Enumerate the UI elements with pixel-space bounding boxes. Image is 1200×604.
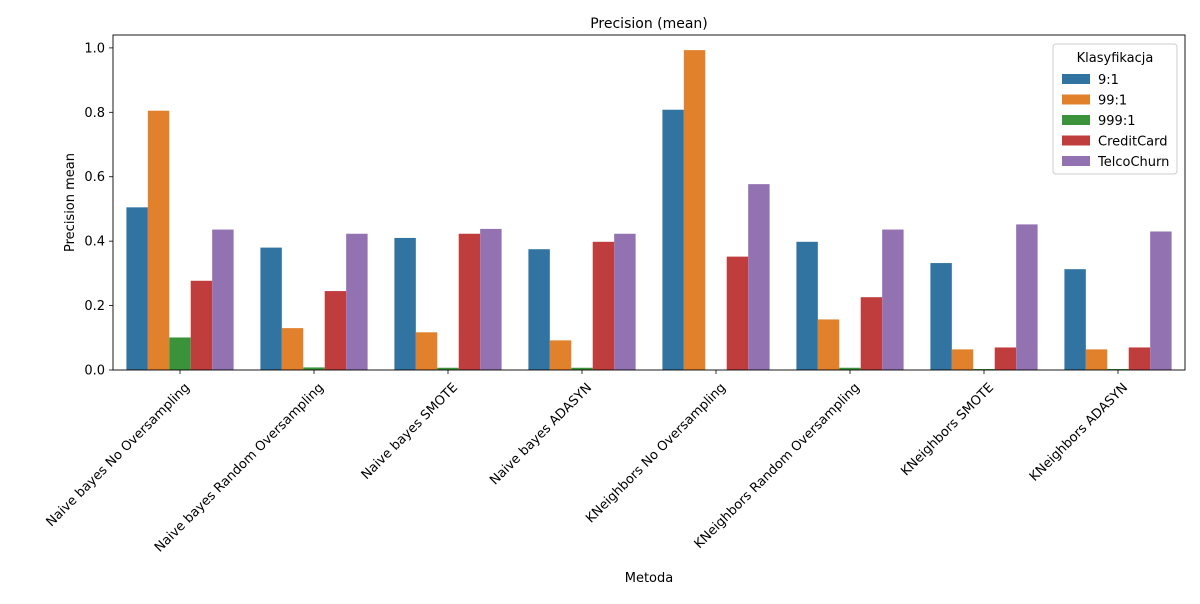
- y-tick-label: 0.0: [84, 364, 105, 379]
- bar-99-1-1: [281, 328, 304, 371]
- y-axis: 0.0 0.2 0.4 0.6 0.8 1.0: [84, 41, 113, 379]
- bar-99-1-5: [817, 319, 840, 370]
- y-tick-label: 0.6: [84, 170, 105, 185]
- plot-frame: [112, 34, 1186, 371]
- bar-9-1-1: [260, 247, 282, 370]
- legend-swatch: [1062, 94, 1090, 105]
- chart-title: Precision (mean): [590, 16, 708, 32]
- x-tick-label: KNeighbors SMOTE: [898, 380, 997, 479]
- bar-99-1-6: [951, 349, 974, 370]
- bar-telcochurn-5: [882, 229, 904, 370]
- x-tick-label: Naive bayes Random Oversampling: [152, 380, 327, 555]
- bar-999-1-6: [973, 369, 995, 370]
- bar-telcochurn-2: [480, 228, 502, 370]
- bar-creditcard-0: [190, 280, 213, 370]
- legend-label: TelcoChurn: [1097, 155, 1169, 170]
- bar-telcochurn-7: [1150, 231, 1172, 370]
- y-tick-label: 0.4: [84, 235, 105, 250]
- bar-9-1-7: [1064, 269, 1086, 370]
- bar-telcochurn-3: [614, 233, 636, 370]
- bar-creditcard-5: [860, 297, 883, 370]
- bar-telcochurn-1: [346, 233, 368, 370]
- bar-9-1-5: [796, 241, 818, 370]
- bar-999-1-5: [839, 367, 861, 370]
- legend: Klasyfikacja 9:1 99:1 999:1 CreditCard Telco…: [1052, 43, 1178, 175]
- bar-9-1-4: [662, 109, 684, 370]
- bar-telcochurn-0: [212, 229, 234, 370]
- y-tick-label: 0.8: [84, 106, 105, 121]
- bar-creditcard-2: [458, 233, 481, 370]
- bar-999-1-2: [437, 367, 459, 370]
- bar-creditcard-1: [324, 291, 347, 370]
- legend-title: Klasyfikacja: [1077, 51, 1154, 66]
- x-tick-label: Naive bayes No Oversampling: [44, 380, 193, 529]
- bar-99-1-0: [147, 110, 170, 370]
- legend-swatch: [1062, 74, 1090, 84]
- bar-9-1-2: [394, 237, 416, 370]
- legend-label: 99:1: [1098, 94, 1127, 109]
- x-tick-label: Naive bayes SMOTE: [359, 380, 461, 482]
- y-tick-label: 0.2: [84, 299, 105, 314]
- bar-creditcard-7: [1128, 347, 1151, 370]
- bar-9-1-0: [126, 207, 148, 370]
- x-tick-label: KNeighbors ADASYN: [1027, 380, 1131, 484]
- legend-swatch: [1062, 115, 1090, 125]
- bar-999-1-7: [1107, 369, 1129, 370]
- y-axis-label: Precision mean: [63, 153, 78, 252]
- bar-creditcard-4: [726, 256, 749, 370]
- bar-999-1-1: [303, 367, 325, 370]
- legend-label: CreditCard: [1098, 135, 1168, 150]
- x-tick-label: KNeighbors Random Oversampling: [692, 380, 863, 551]
- bar-99-1-4: [683, 50, 706, 370]
- bar-9-1-3: [528, 249, 550, 370]
- bar-creditcard-3: [592, 241, 615, 370]
- legend-swatch: [1062, 156, 1090, 166]
- bars-layer: [126, 50, 1172, 371]
- legend-swatch: [1062, 135, 1090, 146]
- y-tick-label: 1.0: [84, 41, 105, 56]
- bar-9-1-6: [930, 263, 952, 370]
- x-tick-label: KNeighbors No Oversampling: [583, 380, 729, 526]
- x-tick-label: Naive bayes ADASYN: [487, 380, 595, 488]
- bar-telcochurn-6: [1016, 224, 1038, 370]
- bar-99-1-2: [415, 332, 438, 370]
- bar-telcochurn-4: [748, 184, 770, 370]
- bar-creditcard-6: [994, 347, 1017, 370]
- legend-items: 9:1 99:1 999:1 CreditCard TelcoChurn: [1062, 73, 1169, 170]
- bar-999-1-3: [571, 367, 593, 370]
- bar-99-1-3: [549, 340, 572, 370]
- x-axis-label: Metoda: [625, 571, 673, 586]
- bar-99-1-7: [1085, 349, 1108, 370]
- bar-999-1-0: [169, 337, 191, 370]
- legend-label: 9:1: [1098, 73, 1119, 88]
- legend-label: 999:1: [1098, 114, 1135, 129]
